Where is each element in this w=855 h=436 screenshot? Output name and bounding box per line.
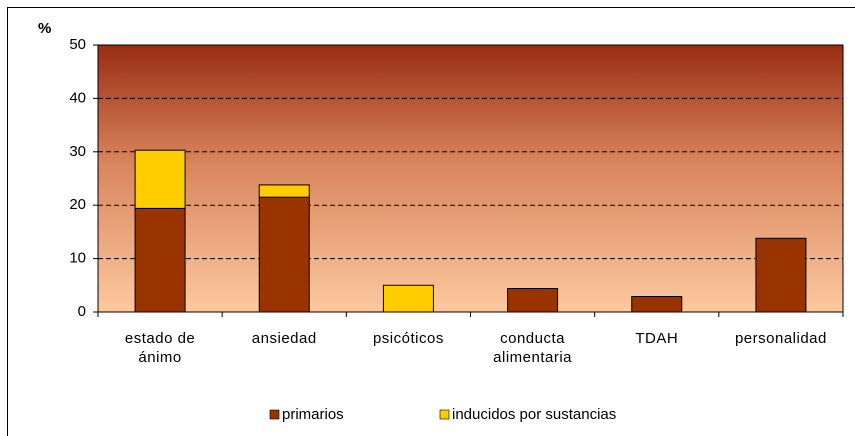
x-tick-label: conducta alimentaria (493, 330, 573, 366)
legend-swatch (439, 409, 450, 420)
bar-segment (631, 296, 683, 313)
bar-segment (755, 237, 807, 313)
legend-label: inducidos por sustancias (452, 406, 616, 423)
y-tick-label: 30 (69, 143, 86, 160)
y-tick-label: 20 (69, 196, 86, 213)
y-axis-label: % (38, 20, 51, 37)
y-tick-label: 50 (69, 36, 86, 53)
x-tick-label: TDAH (635, 330, 679, 347)
legend-label: primarios (282, 406, 344, 423)
bar-segment (258, 184, 310, 198)
y-tick-label: 10 (69, 250, 86, 267)
x-tick-label: psicóticos (372, 330, 444, 347)
y-tick-label: 0 (78, 303, 86, 320)
x-tick-label: estado de ánimo (124, 330, 196, 366)
y-tick-label: 40 (69, 89, 86, 106)
chart-frame (7, 7, 855, 436)
x-tick-label: ansiedad (251, 330, 317, 347)
bar-segment (134, 149, 186, 209)
plot-area (98, 45, 843, 312)
bar-segment (382, 284, 434, 313)
bar-segment (507, 288, 559, 313)
bar-segment (134, 207, 186, 313)
bar-segment (258, 196, 310, 313)
x-tick-label: personalidad (734, 330, 827, 347)
legend-swatch (269, 409, 280, 420)
